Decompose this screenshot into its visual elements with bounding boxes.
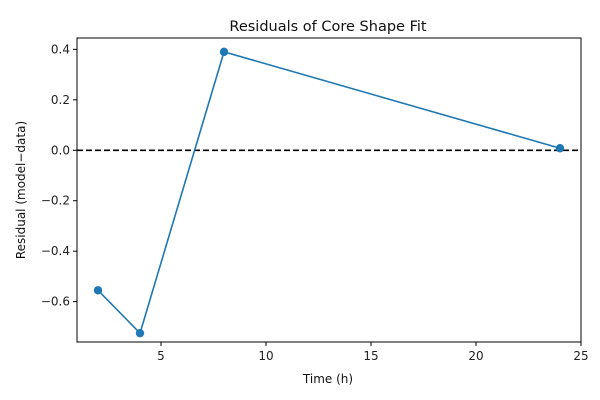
residual-point-2 [219,47,229,57]
x-tick-label-2: 15 [363,349,378,363]
x-axis-label: Time (h) [302,372,353,386]
axes-frame [76,37,582,343]
x-tick-label-1: 10 [258,349,273,363]
y-tick-label-0: −0.6 [41,295,70,309]
residual-point-3 [555,144,565,153]
y-tick-label-1: −0.4 [41,244,70,258]
chart-title: Residuals of Core Shape Fit [229,19,426,35]
y-tick-label-4: 0.2 [51,93,70,107]
residual-point-0 [93,286,103,295]
residual-series-line [97,50,561,335]
y-tick-label-2: −0.2 [41,194,70,208]
x-axis-ticks: 5 10 15 20 25 [157,342,589,363]
x-tick-label-3: 20 [468,349,483,363]
residual-point-1 [135,328,145,338]
y-axis-ticks: −0.6 −0.4 −0.2 0.0 0.2 0.4 [41,42,77,309]
x-tick-label-4: 25 [573,349,588,363]
x-tick-label-0: 5 [157,349,165,363]
y-tick-label-5: 0.4 [51,42,70,56]
plot-area [76,37,582,343]
y-axis-label: Residual (model−data) [14,121,28,259]
y-tick-label-3: 0.0 [51,143,70,157]
